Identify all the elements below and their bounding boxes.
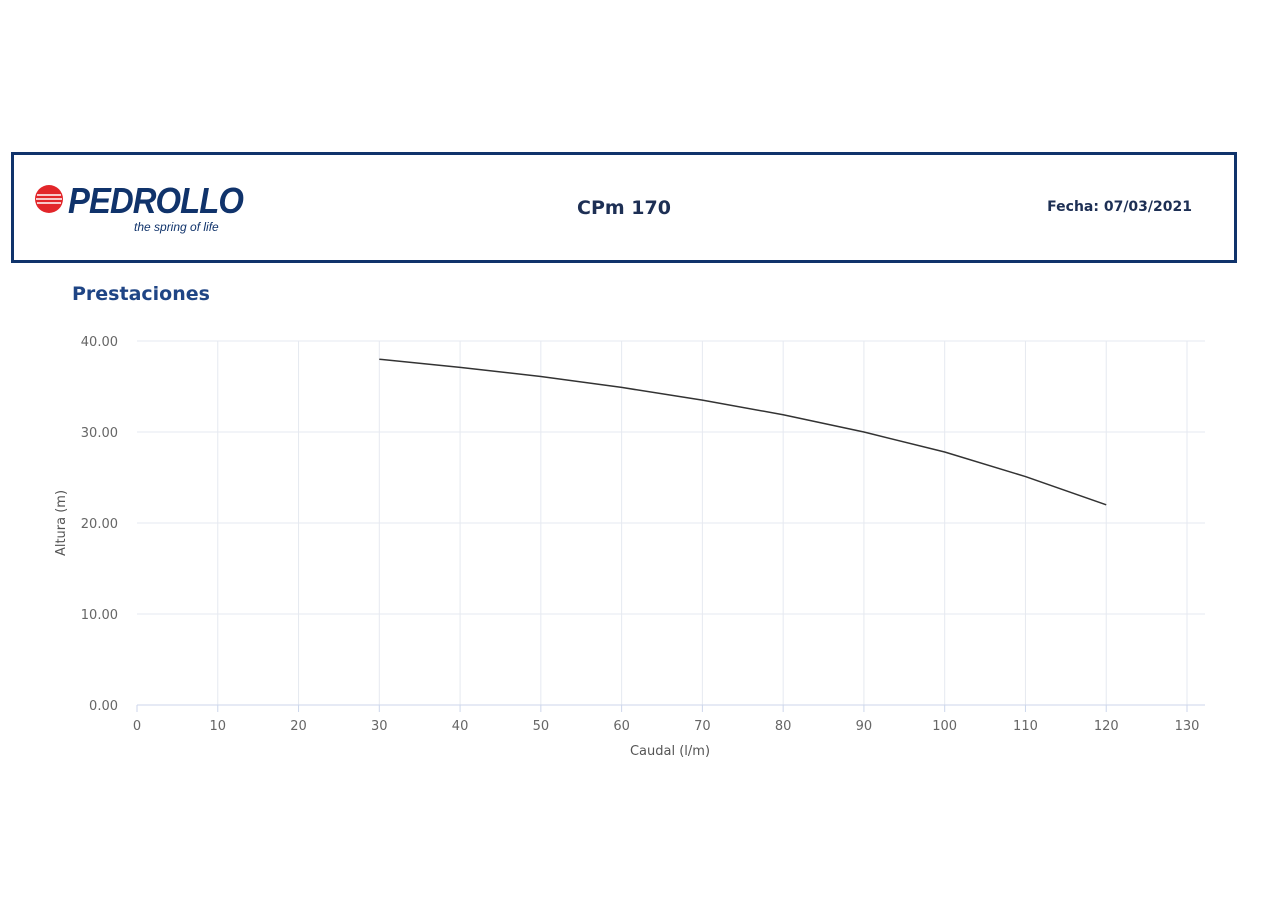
- x-tick-label: 80: [775, 719, 792, 734]
- y-tick-label: 20.00: [81, 517, 118, 532]
- y-tick-label: 10.00: [81, 608, 118, 623]
- x-tick-label: 130: [1175, 719, 1200, 734]
- performance-chart: 0 10 20 30 40 50 60 70 80 90 100 110 120 130 0.00 10.00…: [54, 335, 1205, 759]
- x-tick-label: 100: [932, 719, 957, 734]
- x-tick-label: 30: [371, 719, 388, 734]
- x-tick-label: 90: [856, 719, 873, 734]
- chart-tick-labels: 0 10 20 30 40 50 60 70 80 90 100 110 120 130 0.00 10.00…: [81, 335, 1200, 734]
- report-date: Fecha: 07/03/2021: [1047, 199, 1192, 215]
- x-tick-label: 50: [533, 719, 550, 734]
- x-tick-label: 70: [694, 719, 711, 734]
- logo-mark-icon: [35, 185, 63, 213]
- section-title: Prestaciones: [72, 283, 210, 305]
- x-tick-label: 0: [133, 719, 141, 734]
- x-tick-label: 10: [209, 719, 226, 734]
- y-tick-label: 30.00: [81, 426, 118, 441]
- x-tick-label: 120: [1094, 719, 1119, 734]
- chart-axes: [136, 704, 1205, 712]
- y-tick-label: 40.00: [81, 335, 118, 350]
- x-tick-label: 40: [452, 719, 469, 734]
- report-header: PEDROLLO the spring of life CPm 170 Fech…: [11, 152, 1237, 263]
- logo-tagline: the spring of life: [134, 220, 219, 234]
- x-tick-label: 110: [1013, 719, 1038, 734]
- x-axis-title: Caudal (l/m): [630, 744, 710, 759]
- x-tick-label: 60: [613, 719, 630, 734]
- logo-wordmark: PEDROLLO: [68, 180, 244, 221]
- chart-series: [379, 358, 1107, 506]
- performance-curve: [379, 358, 1107, 506]
- y-axis-title: Altura (m): [54, 490, 69, 556]
- y-tick-label: 0.00: [89, 699, 118, 714]
- chart-grid: [137, 340, 1205, 705]
- x-tick-label: 20: [290, 719, 307, 734]
- pedrollo-logo: PEDROLLO the spring of life: [35, 180, 245, 234]
- model-name: CPm 170: [577, 197, 671, 219]
